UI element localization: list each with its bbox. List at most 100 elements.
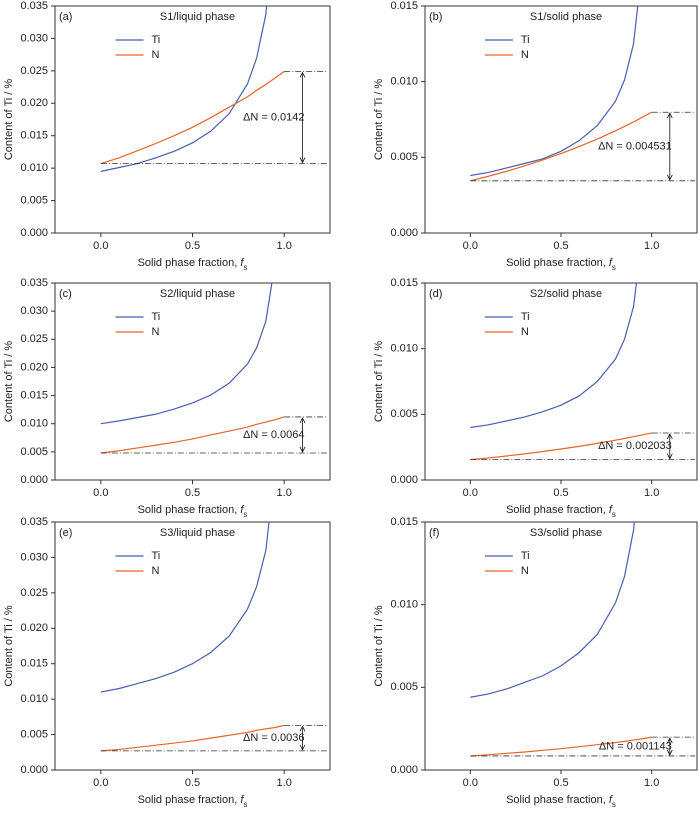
x-axis-label-var: f — [240, 257, 244, 269]
y-tick-label: 0.025 — [20, 333, 48, 345]
panel-label: (f) — [429, 527, 439, 539]
y-tick-label: 0.035 — [20, 0, 48, 12]
y-tick-label: 0.000 — [20, 474, 48, 486]
y-tick-label: 0.010 — [20, 418, 48, 430]
line-ti — [100, 283, 273, 425]
x-axis-label-sub: s — [243, 510, 247, 519]
chart-title: S1/liquid phase — [160, 11, 235, 23]
plot-frame — [424, 5, 698, 234]
line-n — [100, 724, 285, 752]
arrow-head-top — [299, 725, 306, 732]
y-tick-label: 0.015 — [390, 516, 418, 528]
y-tick-label: 0.000 — [390, 764, 418, 776]
y-tick-label: 0.005 — [20, 194, 48, 206]
y-tick-label: 0.020 — [20, 97, 48, 109]
panel: 0.000 0.005 0.010 0.015 0.0 0.5 1.0 (d) S2/solid… — [373, 277, 698, 519]
y-tick-label: 0.010 — [20, 693, 48, 705]
y-tick-label: 0.005 — [390, 151, 418, 163]
panel: 0.000 0.005 0.010 0.015 0.020 0.025 0.030 0.035… — [3, 0, 331, 272]
y-tick-label: 0.025 — [20, 65, 48, 77]
chart-title: S2/liquid phase — [160, 288, 235, 300]
y-tick-label: 0.035 — [20, 277, 48, 289]
y-tick-label: 0.010 — [390, 599, 418, 611]
legend-label: Ti — [521, 311, 530, 323]
line-n — [470, 736, 652, 757]
legend-label: N — [521, 565, 529, 577]
y-tick-label: 0.015 — [390, 277, 418, 289]
panel-label: (e) — [59, 527, 72, 539]
y-tick-label: 0.015 — [20, 658, 48, 670]
line-ti — [470, 522, 635, 698]
panel: 0.000 0.005 0.010 0.015 0.020 0.025 0.030 0.035… — [3, 277, 331, 519]
x-axis-label-text: Solid phase fraction, — [506, 504, 609, 516]
x-axis-label-sub: s — [243, 800, 247, 809]
line-ti — [100, 522, 270, 693]
x-tick-label: 0.5 — [185, 777, 200, 789]
x-axis-label: Solid phase fraction, fs — [506, 794, 616, 809]
panel-label: (d) — [429, 288, 442, 300]
arrow-head-top — [666, 112, 673, 119]
x-tick-label: 0.5 — [553, 777, 568, 789]
x-axis-label: Solid phase fraction, fs — [506, 504, 616, 519]
panel: 0.000 0.005 0.010 0.015 0.0 0.5 1.0 (b) S1/solid… — [373, 0, 698, 272]
x-tick-label: 0.0 — [463, 777, 478, 789]
arrow-head-bottom — [299, 744, 306, 751]
x-axis-label-text: Solid phase fraction, — [138, 504, 241, 516]
y-tick-label: 0.015 — [390, 0, 418, 12]
x-tick-label: 0.5 — [553, 240, 568, 252]
y-tick-label: 0.015 — [20, 130, 48, 142]
legend-label: N — [152, 565, 160, 577]
line-n — [470, 432, 652, 461]
x-axis-label-text: Solid phase fraction, — [506, 794, 609, 806]
delta-annotation: ΔN = 0.0064 — [243, 429, 304, 441]
delta-annotation: ΔN = 0.0036 — [243, 732, 304, 744]
delta-annotation: ΔN = 0.004531 — [598, 140, 672, 152]
delta-annotation: ΔN = 0.0142 — [243, 111, 304, 123]
x-axis-label-var: f — [609, 794, 613, 806]
y-tick-label: 0.005 — [390, 408, 418, 420]
legend-label: Ti — [152, 550, 161, 562]
x-axis-label: Solid phase fraction, fs — [138, 257, 248, 272]
x-tick-label: 1.0 — [277, 777, 292, 789]
y-axis-label: Content of Ti / % — [3, 79, 15, 161]
y-tick-label: 0.035 — [20, 516, 48, 528]
plot-frame — [54, 282, 331, 481]
legend-label: Ti — [152, 34, 161, 46]
y-tick-label: 0.000 — [390, 227, 418, 239]
arrow-head-bottom — [666, 453, 673, 460]
plot-frame — [424, 521, 698, 771]
chart-title: S3/solid phase — [530, 527, 602, 539]
x-axis-label-var: f — [609, 504, 613, 516]
panel-label: (c) — [59, 288, 72, 300]
y-axis-label: Content of Ti / % — [373, 79, 385, 161]
x-axis-label-text: Solid phase fraction, — [138, 257, 241, 269]
x-axis-label-var: f — [240, 504, 244, 516]
x-tick-label: 0.0 — [463, 240, 478, 252]
x-axis-label-text: Solid phase fraction, — [138, 794, 241, 806]
y-axis-label: Content of Ti / % — [3, 605, 15, 687]
y-tick-label: 0.010 — [20, 162, 48, 174]
chart-title: S2/solid phase — [530, 288, 602, 300]
delta-annotation: ΔN = 0.002033 — [598, 440, 672, 452]
legend-label: Ti — [521, 550, 530, 562]
delta-annotation: ΔN = 0.001143 — [599, 740, 672, 752]
y-tick-label: 0.020 — [20, 361, 48, 373]
legend-label: N — [152, 49, 160, 61]
x-tick-label: 0.5 — [185, 487, 200, 499]
x-tick-label: 1.0 — [644, 777, 659, 789]
line-n — [100, 71, 285, 165]
arrow-head-top — [666, 737, 673, 744]
x-axis-label-sub: s — [243, 263, 247, 272]
y-tick-label: 0.005 — [390, 681, 418, 693]
y-tick-label: 0.000 — [20, 764, 48, 776]
legend-label: N — [152, 326, 160, 338]
y-tick-label: 0.015 — [20, 389, 48, 401]
x-tick-label: 0.0 — [93, 777, 108, 789]
y-tick-label: 0.000 — [20, 227, 48, 239]
y-tick-label: 0.025 — [20, 587, 48, 599]
x-tick-label: 0.5 — [553, 487, 568, 499]
x-tick-label: 1.0 — [277, 487, 292, 499]
arrow-head-top — [666, 433, 673, 440]
x-tick-label: 0.0 — [463, 487, 478, 499]
y-tick-label: 0.010 — [390, 343, 418, 355]
